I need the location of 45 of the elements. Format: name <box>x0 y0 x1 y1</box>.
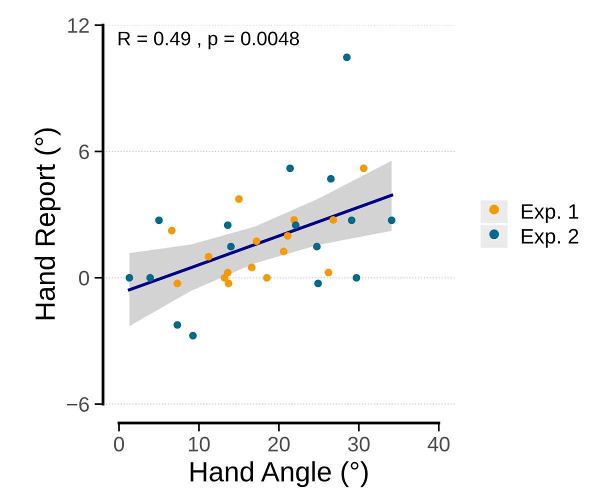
point <box>155 216 163 224</box>
x-tick-label: 0 <box>114 436 124 452</box>
x-axis-title: Hand Angle (°) <box>190 461 368 488</box>
point <box>280 248 288 256</box>
point <box>327 175 335 183</box>
point <box>324 268 332 276</box>
point <box>204 252 212 261</box>
annotation: R = 0.49 , p = 0.0048 <box>118 32 299 50</box>
point <box>174 280 182 288</box>
legend-label: Exp. 1 <box>522 204 578 223</box>
y-axis-title: Hand Report (°) <box>34 128 61 320</box>
line-series <box>128 194 394 292</box>
point <box>343 54 351 62</box>
point <box>329 216 338 224</box>
point <box>252 237 260 245</box>
point <box>352 274 360 282</box>
x-tick-label: 40 <box>428 436 450 452</box>
point <box>146 274 154 282</box>
point <box>284 232 292 240</box>
point <box>235 195 243 203</box>
point <box>314 280 322 288</box>
point <box>189 332 197 340</box>
point <box>227 242 235 250</box>
y-tick-label: −6 <box>67 397 89 412</box>
point <box>220 274 228 282</box>
y-tick-label: 12 <box>68 18 89 33</box>
y-tick-label: 6 <box>79 144 89 160</box>
point <box>263 274 271 282</box>
x-tick-label: 20 <box>268 436 290 452</box>
point <box>292 221 300 229</box>
point <box>224 280 232 288</box>
x-tick-label: 30 <box>348 436 370 452</box>
point <box>248 264 256 272</box>
point <box>348 216 356 224</box>
x-tick-label: 10 <box>188 436 210 452</box>
point <box>388 216 396 224</box>
point <box>286 164 294 172</box>
point <box>126 274 134 282</box>
point <box>224 221 232 229</box>
point <box>360 164 368 172</box>
point <box>168 226 176 234</box>
legend-label: Exp. 2 <box>522 228 578 248</box>
y-tick-label: 0 <box>79 270 90 286</box>
point <box>313 242 321 250</box>
point <box>174 321 182 329</box>
